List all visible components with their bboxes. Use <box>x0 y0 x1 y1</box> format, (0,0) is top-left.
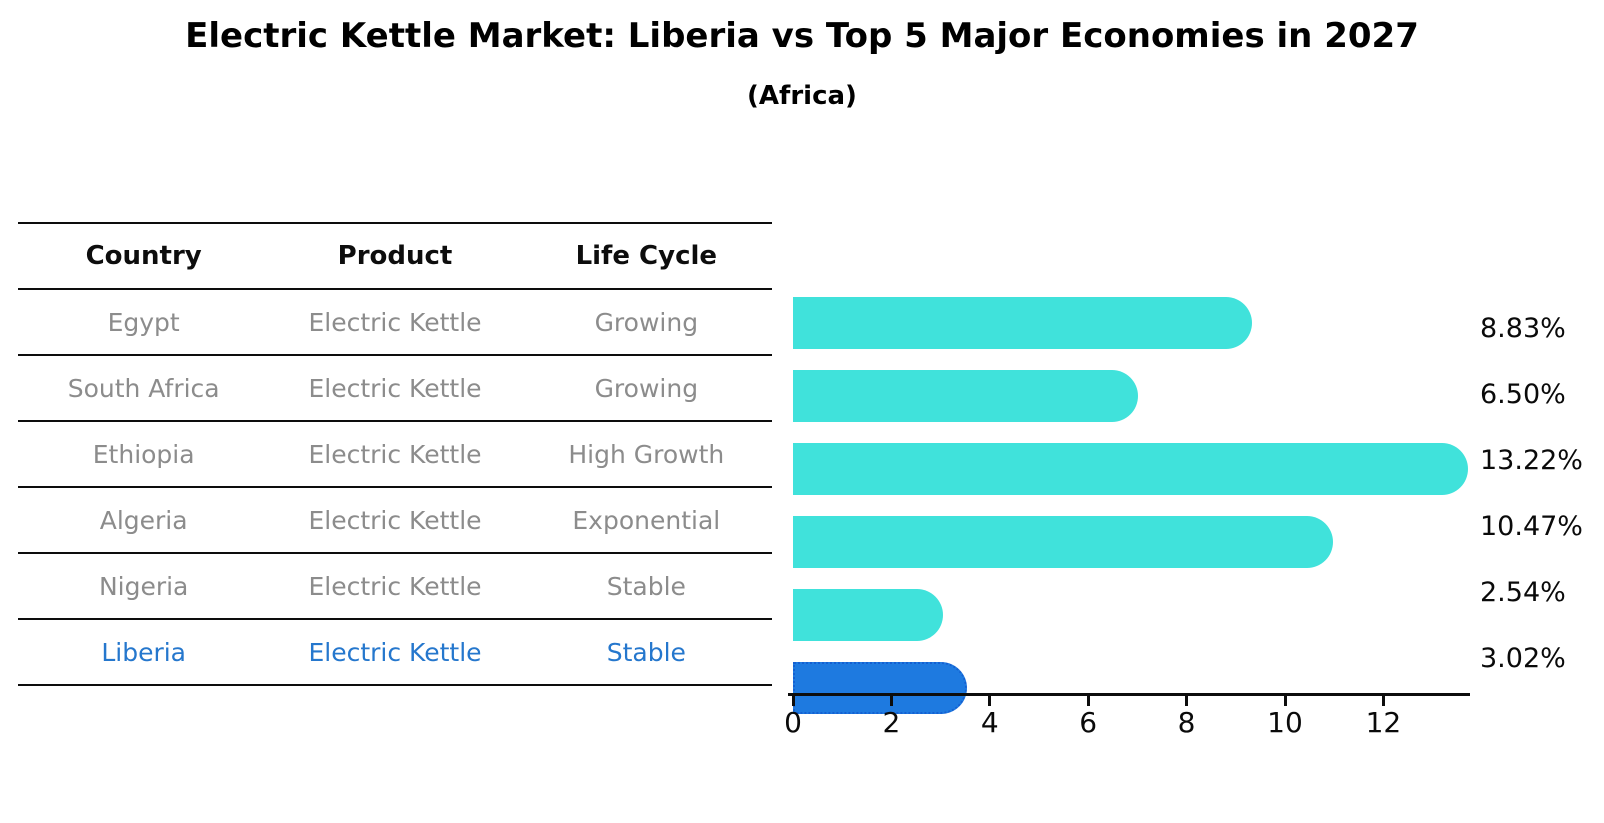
x-axis-tick-mark <box>1283 696 1287 706</box>
table-cell-country: Algeria <box>99 505 188 535</box>
table-header-life-cycle: Life Cycle <box>575 241 718 271</box>
bar-value-label: 13.22% <box>1480 444 1583 476</box>
bar-value-label: 10.47% <box>1480 510 1583 542</box>
table-row: Liberia Electric Kettle Stable <box>18 620 772 686</box>
table-row: Egypt Electric Kettle Growing <box>18 290 772 356</box>
bar <box>793 516 1334 568</box>
bar-value-label: 3.02% <box>1480 642 1566 674</box>
bar-band <box>793 662 1470 728</box>
comparison-table: Country Product Life Cycle Egypt Electri… <box>18 222 772 686</box>
table-cell-product: Electric Kettle <box>308 637 482 667</box>
chart-subtitle: (Africa) <box>747 81 857 111</box>
bar-value-label: 2.54% <box>1480 576 1566 608</box>
bar-value-label: 6.50% <box>1480 378 1566 410</box>
x-axis-tick-label: 4 <box>980 706 999 739</box>
table-row: Nigeria Electric Kettle Stable <box>18 554 772 620</box>
bar-value-label: 8.83% <box>1480 312 1566 344</box>
table-header-row: Country Product Life Cycle <box>18 222 772 290</box>
x-axis-tick-label: 10 <box>1267 706 1303 739</box>
table-header-product: Product <box>337 241 453 271</box>
table-cell-country: Liberia <box>101 637 186 667</box>
table-cell-country: South Africa <box>67 373 220 403</box>
table-cell-country: Egypt <box>107 307 180 337</box>
table-cell-country: Nigeria <box>98 571 189 601</box>
table-row: South Africa Electric Kettle Growing <box>18 356 772 422</box>
x-axis-tick-label: 6 <box>1079 706 1098 739</box>
bar-value-labels: 8.83% 6.50% 13.22% 10.47% 2.54% 3.02% <box>1480 295 1600 691</box>
bar-band <box>793 297 1470 363</box>
x-axis-tick-mark <box>889 696 893 706</box>
bar-highlighted <box>793 662 967 714</box>
table-row: Algeria Electric Kettle Exponential <box>18 488 772 554</box>
bar-band <box>793 516 1470 582</box>
bar-band <box>793 370 1470 436</box>
x-axis-tick-label: 0 <box>784 706 802 739</box>
bar-band <box>793 589 1470 655</box>
bar-band <box>793 443 1470 509</box>
table-cell-life-cycle: Stable <box>606 571 686 601</box>
x-axis-tick-label: 8 <box>1177 706 1196 739</box>
x-axis-tick-label: 12 <box>1365 706 1402 739</box>
table-header-country: Country <box>85 241 202 271</box>
x-axis-line <box>788 693 1470 696</box>
x-axis-tick-mark <box>791 696 795 706</box>
table-cell-life-cycle: Stable <box>606 637 686 667</box>
x-axis-tick-mark <box>1185 696 1189 706</box>
x-axis-tick-label: 2 <box>882 706 901 739</box>
bar-plot-area <box>793 290 1470 714</box>
table-cell-product: Electric Kettle <box>308 505 482 535</box>
bar <box>793 297 1253 349</box>
table-cell-life-cycle: Growing <box>594 373 699 403</box>
table-cell-life-cycle: High Growth <box>568 439 725 469</box>
x-axis-tick-mark <box>988 696 992 706</box>
table-cell-product: Electric Kettle <box>308 439 482 469</box>
table-cell-life-cycle: Exponential <box>572 505 721 535</box>
table-cell-product: Electric Kettle <box>308 307 482 337</box>
x-axis-tick-mark <box>1381 696 1385 706</box>
table-cell-product: Electric Kettle <box>308 373 482 403</box>
bar <box>793 370 1138 422</box>
x-axis: 0 2 4 6 8 10 12 <box>784 693 1470 743</box>
table-row: Ethiopia Electric Kettle High Growth <box>18 422 772 488</box>
x-axis-tick-mark <box>1086 696 1090 706</box>
table-body: Egypt Electric Kettle Growing South Afri… <box>18 290 772 686</box>
bar <box>793 589 943 641</box>
table-cell-product: Electric Kettle <box>308 571 482 601</box>
table-cell-country: Ethiopia <box>92 439 195 469</box>
bar <box>793 443 1469 495</box>
table-cell-life-cycle: Growing <box>594 307 699 337</box>
chart-title: Electric Kettle Market: Liberia vs Top 5… <box>185 16 1419 56</box>
